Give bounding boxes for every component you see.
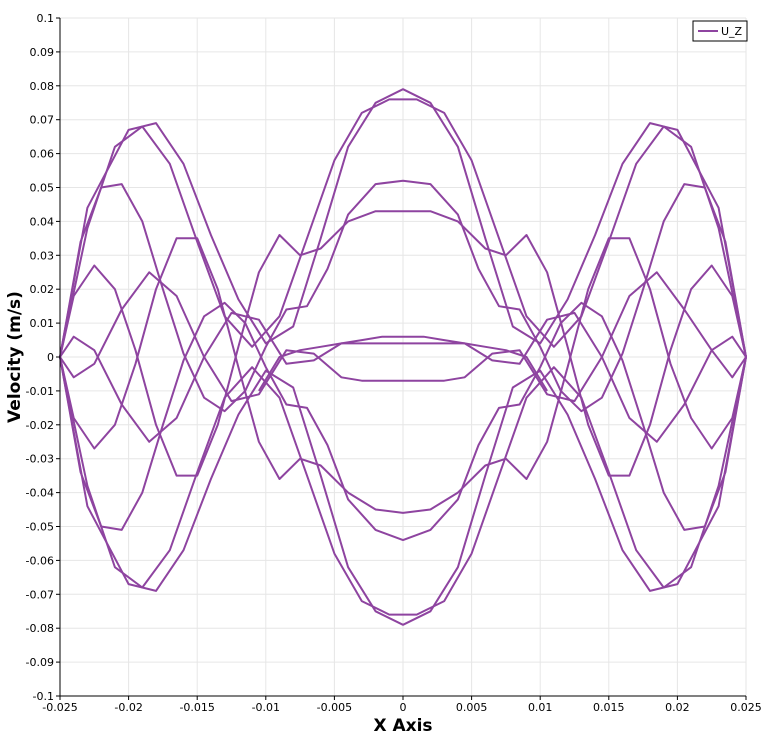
y-tick-label: 0.08 (30, 80, 55, 93)
series-line-9 (59, 311, 747, 443)
y-tick-label: -0.04 (26, 487, 54, 500)
grid-lines (59, 17, 747, 697)
y-tick-label: 0 (47, 351, 54, 364)
y-tick-label: -0.05 (26, 521, 54, 534)
series-line-8 (59, 237, 747, 514)
x-tick-label: 0.01 (528, 701, 553, 714)
y-tick-label: -0.09 (26, 656, 54, 669)
y-tick-label: 0.03 (30, 249, 55, 262)
legend: U_Z (692, 20, 748, 42)
y-tick-label: -0.01 (26, 385, 54, 398)
series-line-10 (59, 271, 747, 403)
series-u-z (59, 88, 747, 626)
y-tick-label: 0.04 (30, 215, 55, 228)
y-tick-label: -0.02 (26, 419, 54, 432)
x-tick-label: -0.02 (114, 701, 142, 714)
y-tick-label: -0.07 (26, 588, 54, 601)
x-axis-title: X Axis (373, 716, 432, 736)
y-axis-ticks: -0.1 -0.09 -0.08 -0.07 -0.06 -0.05 -0.04 -0.03 -… (26, 12, 60, 703)
series-line-6 (59, 301, 747, 542)
x-tick-label: -0.005 (317, 701, 352, 714)
series-line-2 (59, 98, 747, 358)
y-tick-label: 0.01 (30, 317, 55, 330)
series-line-11 (258, 342, 548, 392)
x-tick-label: -0.025 (42, 701, 77, 714)
x-tick-label: 0.005 (456, 701, 488, 714)
x-tick-label: 0 (400, 701, 407, 714)
y-tick-label: 0.05 (30, 182, 55, 195)
y-tick-label: 0.1 (37, 12, 55, 25)
legend-label-u-z: U_Z (721, 25, 743, 38)
y-tick-label: -0.1 (33, 690, 54, 703)
y-tick-label: -0.08 (26, 622, 54, 635)
y-axis-title: Velocity (m/s) (5, 291, 25, 423)
y-tick-label: 0.06 (30, 148, 55, 161)
series-line-7 (59, 210, 747, 477)
y-tick-label: 0.09 (30, 46, 55, 59)
x-axis-ticks: -0.025 -0.02 -0.015 -0.01 -0.005 0 0.005 0.01 0.… (42, 696, 762, 714)
series-line-1 (59, 88, 747, 358)
x-tick-label: -0.01 (252, 701, 280, 714)
series-line-5 (59, 179, 747, 413)
y-tick-label: 0.07 (30, 114, 55, 127)
y-tick-label: -0.03 (26, 453, 54, 466)
x-tick-label: -0.015 (179, 701, 214, 714)
series-line-4 (59, 356, 747, 626)
x-tick-label: 0.02 (665, 701, 690, 714)
y-tick-label: 0.02 (30, 283, 55, 296)
series-line-3 (59, 356, 747, 616)
legend-box (692, 20, 748, 42)
y-tick-label: -0.06 (26, 554, 54, 567)
x-tick-label: 0.025 (730, 701, 762, 714)
x-tick-label: 0.015 (593, 701, 625, 714)
